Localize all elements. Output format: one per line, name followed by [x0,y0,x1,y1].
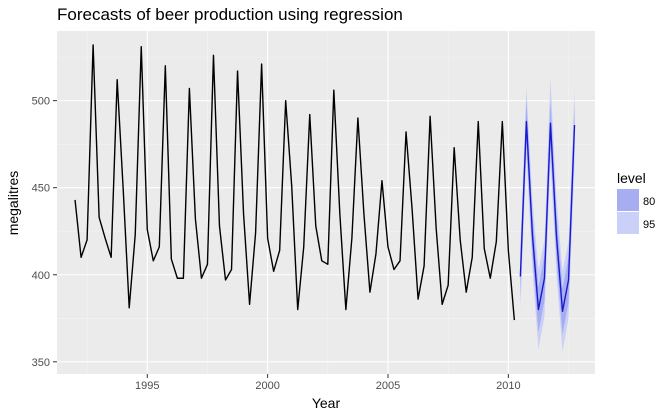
y-tick-label: 350 [32,357,50,369]
series-lines [74,44,576,321]
x-axis-label: Year [312,395,341,411]
legend-label-95: 95 [643,219,655,231]
observed-line [74,44,516,321]
legend-key-95 [617,212,639,234]
x-axis: 1995 2000 2005 2010 [135,374,521,392]
plot-panel [57,31,595,374]
grid-minor [57,31,595,374]
grid-major [57,31,595,374]
x-tick-label: 2000 [255,380,279,392]
x-tick-label: 2005 [376,380,400,392]
legend-key-80 [617,189,639,211]
y-axis: 350 400 450 500 [32,96,57,369]
y-axis-label: megalitres [5,171,21,236]
y-tick-label: 450 [32,183,50,195]
chart-title: Forecasts of beer production using regre… [57,5,403,24]
x-tick-label: 2010 [496,380,520,392]
x-tick-label: 1995 [135,380,159,392]
legend: level 80 95 [617,170,655,234]
y-tick-label: 500 [32,96,50,108]
forecast-line [519,120,576,313]
y-tick-label: 400 [32,270,50,282]
legend-label-80: 80 [643,196,655,208]
legend-title: level [617,170,646,186]
